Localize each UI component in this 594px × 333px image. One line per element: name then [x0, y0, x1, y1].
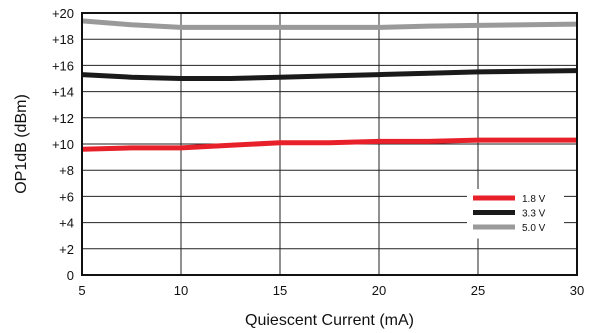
plot-frame: [81, 12, 578, 276]
series-lines: [81, 18, 578, 152]
y-tick-label: +20: [52, 6, 74, 21]
y-tick-label: +16: [52, 58, 74, 73]
x-tick-label: 5: [78, 283, 85, 298]
series-line: [81, 68, 578, 81]
y-tick-label: +6: [59, 189, 74, 204]
x-tick-label: 10: [174, 283, 188, 298]
x-tick-labels: 5 10 15 20 25 30: [78, 283, 584, 298]
x-tick-label: 25: [471, 283, 485, 298]
y-tick-label: +12: [52, 111, 74, 126]
x-tick-label: 20: [372, 283, 386, 298]
legend-label: 1.8 V: [522, 194, 546, 205]
series-line: [81, 137, 577, 152]
legend-label: 5.0 V: [522, 223, 546, 234]
y-tick-label: +10: [52, 137, 74, 152]
x-tick-label: 15: [273, 283, 287, 298]
y-tick-label: +2: [59, 242, 74, 257]
x-tick-label: 30: [570, 283, 584, 298]
y-tick-label: 0: [67, 268, 74, 283]
x-axis-title: Quiescent Current (mA): [245, 312, 414, 329]
y-tick-label: +4: [59, 216, 74, 231]
legend-label: 3.3 V: [522, 209, 546, 220]
series-line: [81, 18, 578, 30]
y-tick-label: +18: [52, 32, 74, 47]
legend: 1.8 V 3.3 V 5.0 V: [467, 189, 564, 239]
y-tick-labels: 0 +2 +4 +6 +8 +10 +12 +14 +16 +18 +20: [52, 6, 74, 283]
y-axis-title: OP1dB (dBm): [13, 94, 30, 194]
y-tick-label: +8: [59, 163, 74, 178]
y-tick-label: +14: [52, 85, 74, 100]
